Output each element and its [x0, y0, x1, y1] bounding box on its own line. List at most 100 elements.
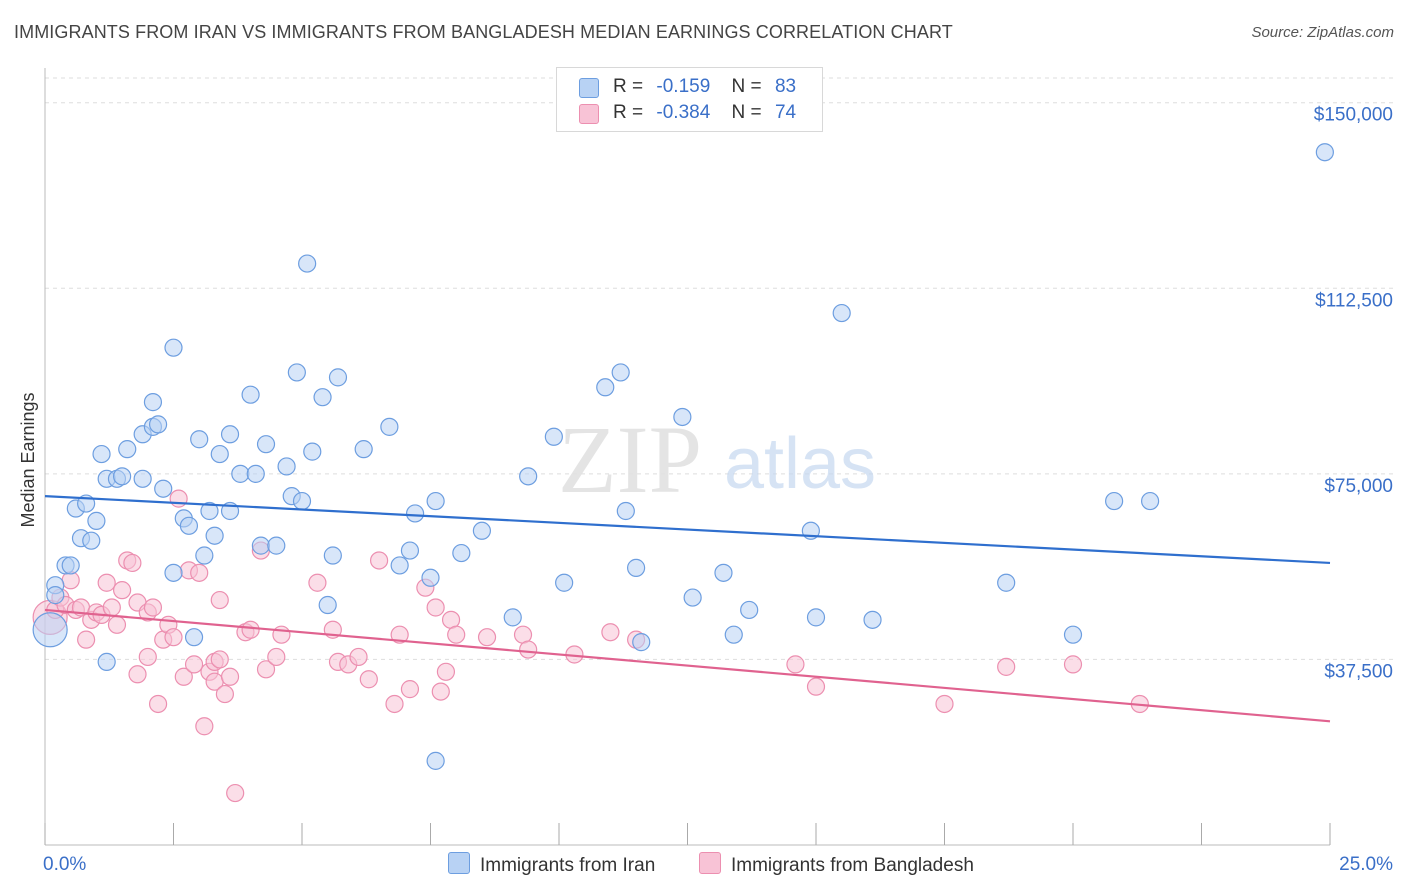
bangladesh-point: [169, 489, 188, 508]
iran-point: [241, 385, 260, 404]
bangladesh-point: [447, 625, 466, 644]
iran-point: [596, 378, 615, 397]
bangladesh-point: [128, 665, 147, 684]
iran-point: [863, 610, 882, 629]
y-tick-labels: $37,500 $75,000 $112,500 $150,000: [1314, 105, 1393, 683]
iran-point: [287, 363, 306, 382]
bangladesh-point: [138, 647, 157, 667]
iran-point: [405, 504, 425, 523]
bangladesh-point: [436, 662, 456, 681]
legend-bangladesh-n-value: 74: [774, 102, 797, 123]
iran-point: [328, 368, 348, 387]
bangladesh-point: [241, 620, 260, 639]
iran-point: [112, 467, 132, 486]
iran-point: [267, 536, 286, 555]
bangladesh-point: [143, 598, 163, 617]
legend-swatch-bangladesh: [579, 104, 599, 124]
y-tick-label: $150,000: [1314, 105, 1393, 126]
bangladesh-point: [349, 647, 368, 667]
bangladesh-point: [220, 667, 240, 686]
iran-point: [1105, 491, 1124, 511]
y-tick-label: $112,500: [1315, 290, 1393, 311]
iran-point: [133, 469, 152, 488]
iran-point: [200, 501, 219, 521]
iran-point: [519, 467, 538, 486]
bangladesh-point: [806, 677, 826, 696]
iran-point: [714, 563, 733, 582]
iran-point: [256, 435, 276, 454]
iran-point: [740, 600, 759, 620]
legend-iran-r-label: R =: [613, 76, 644, 97]
trend-lines: [44, 495, 1331, 723]
bangladesh-point: [1063, 655, 1083, 674]
series-bangladesh-points: [32, 489, 1149, 803]
iran-point: [626, 558, 646, 577]
iran-point: [246, 464, 265, 483]
bangladesh-point: [997, 657, 1016, 676]
bangladesh-point: [77, 630, 96, 649]
iran-point: [231, 464, 250, 483]
bottom-legend-swatch-iran: [448, 852, 470, 874]
iran-point: [1063, 625, 1083, 644]
bottom-legend-bangladesh: Immigrants from Bangladesh: [699, 852, 974, 877]
bangladesh-point: [112, 581, 132, 600]
iran-point: [179, 516, 199, 535]
iran-point: [292, 491, 312, 511]
iran-point: [313, 388, 332, 407]
bangladesh-point: [477, 628, 497, 647]
bangladesh-point: [190, 563, 209, 582]
iran-point: [82, 531, 101, 550]
bangladesh-point: [256, 660, 276, 679]
bottom-legend-swatch-bangladesh: [699, 852, 721, 874]
bangladesh-point: [359, 670, 378, 689]
bangladesh-point: [97, 573, 116, 592]
bangladesh-trend-line: [44, 608, 1331, 723]
bangladesh-point: [210, 650, 229, 669]
iran-point: [421, 568, 440, 587]
legend-bangladesh-n-label: N =: [731, 102, 762, 123]
bangladesh-point: [272, 625, 291, 644]
bangladesh-point: [400, 680, 420, 699]
iran-point: [544, 427, 563, 446]
iran-point: [380, 417, 399, 436]
iran-point: [118, 440, 137, 459]
bottom-legend-iran: Immigrants from Iran: [448, 852, 655, 877]
bangladesh-point: [174, 667, 193, 686]
legend-swatch-iran: [579, 78, 599, 98]
iran-point: [277, 457, 296, 476]
bottom-legend-label-iran: Immigrants from Iran: [480, 855, 656, 876]
iran-point: [87, 511, 106, 530]
iran-point: [251, 536, 270, 555]
iran-point: [148, 415, 168, 434]
bangladesh-point: [390, 625, 409, 644]
iran-point: [190, 430, 209, 449]
legend-bangladesh-r-value: -0.384: [656, 102, 711, 123]
iran-point: [303, 442, 322, 461]
iran-point: [503, 608, 522, 627]
bangladesh-point: [107, 615, 127, 634]
bangladesh-point: [215, 684, 234, 704]
legend-iran-n-label: N =: [731, 76, 762, 97]
iran-point: [611, 363, 630, 382]
iran-point: [143, 393, 163, 412]
iran-point: [164, 563, 183, 582]
y-axis-label: Median Earnings: [18, 392, 38, 527]
bangladesh-point: [935, 694, 954, 714]
iran-point: [400, 541, 420, 560]
iran-trend-line: [44, 495, 1331, 565]
iran-point: [195, 546, 214, 565]
bangladesh-point: [148, 694, 168, 714]
iran-point: [555, 573, 574, 592]
bangladesh-point: [426, 598, 445, 617]
bangladesh-point: [370, 551, 389, 570]
iran-point: [426, 491, 445, 511]
bangladesh-point: [601, 623, 620, 642]
bangladesh-point: [267, 647, 286, 667]
bangladesh-point: [431, 682, 450, 701]
iran-point: [32, 612, 68, 648]
chart-title: IMMIGRANTS FROM IRAN VS IMMIGRANTS FROM …: [14, 22, 953, 42]
legend-bangladesh-r-label: R =: [613, 102, 644, 123]
bottom-legend-label-bangladesh: Immigrants from Bangladesh: [731, 855, 974, 876]
iran-point: [318, 595, 337, 615]
